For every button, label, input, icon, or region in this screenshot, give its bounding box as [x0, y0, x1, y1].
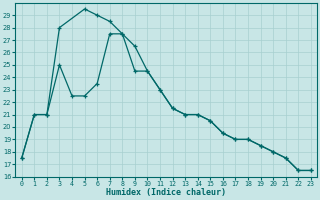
- X-axis label: Humidex (Indice chaleur): Humidex (Indice chaleur): [106, 188, 226, 197]
